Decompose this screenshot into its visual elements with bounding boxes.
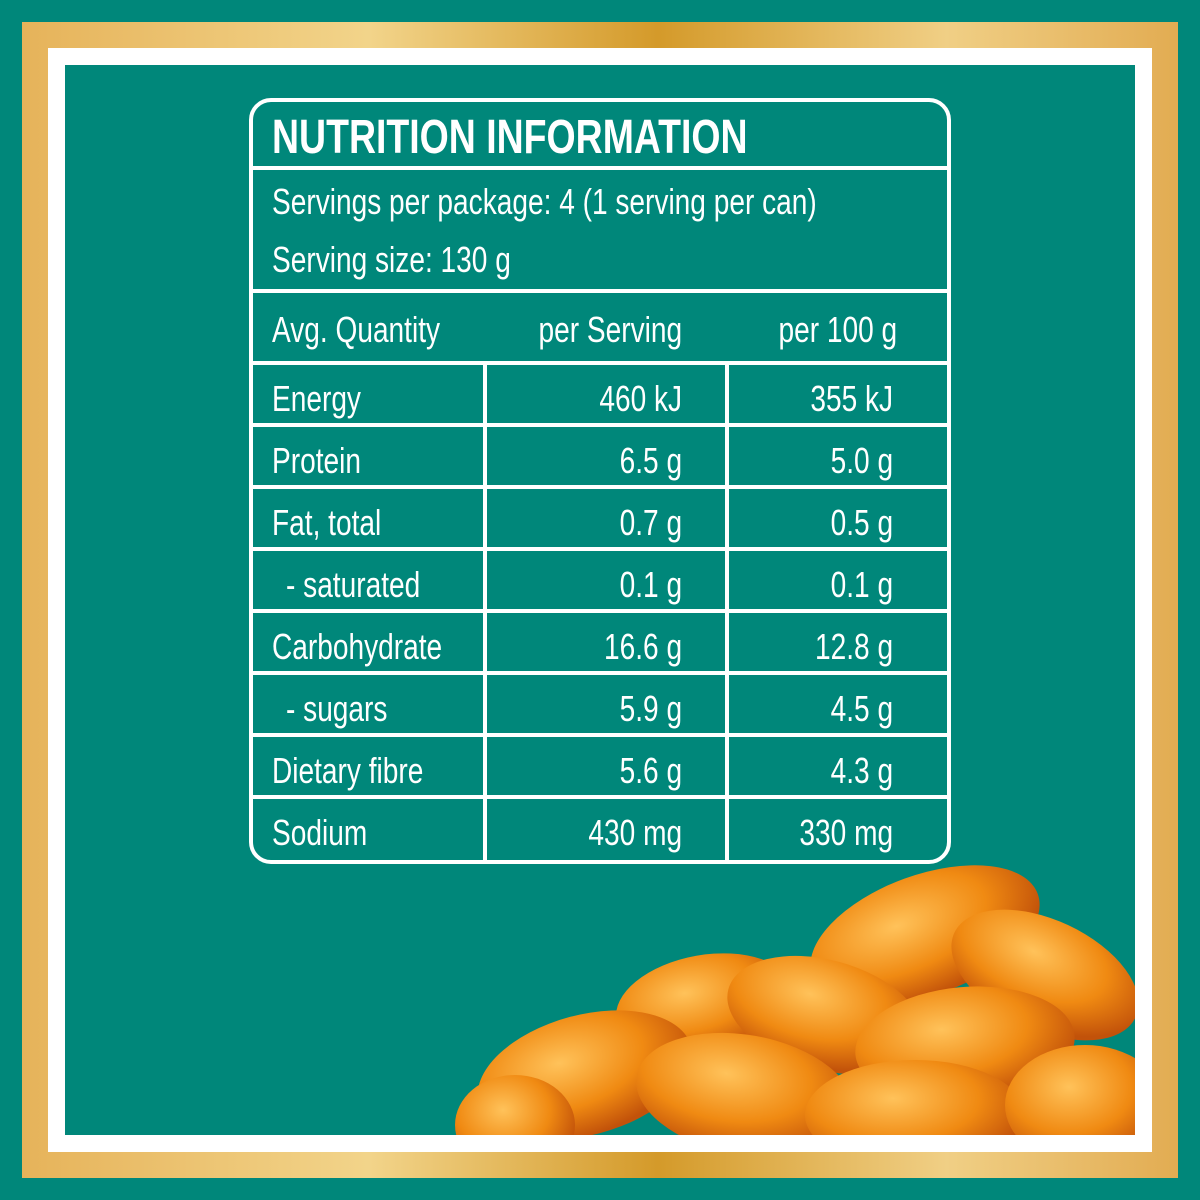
row-label: - saturated (286, 564, 421, 605)
row-value: 355 kJ (810, 378, 893, 419)
row-value: 0.1 g (830, 564, 893, 605)
row-rule (251, 795, 949, 799)
row-value: 0.1 g (619, 564, 682, 605)
row-value: 16.6 g (603, 626, 682, 667)
row-rule (251, 671, 949, 675)
row-value: 330 mg (799, 812, 893, 853)
column-header: per Serving (538, 309, 682, 350)
row-label: Dietary fibre (272, 750, 424, 791)
row-value: 4.5 g (830, 688, 893, 729)
rule (251, 361, 949, 365)
row-rule (251, 609, 949, 613)
row-label: Carbohydrate (272, 626, 443, 667)
row-value: 430 mg (588, 812, 682, 853)
bean-group (455, 865, 1135, 1135)
row-label: Sodium (272, 812, 368, 853)
column-header: Avg. Quantity (272, 309, 441, 350)
row-value: 12.8 g (814, 626, 893, 667)
serving-size: Serving size: 130 g (272, 239, 511, 280)
beans (455, 865, 1135, 1135)
row-value: 0.5 g (830, 502, 893, 543)
row-value: 460 kJ (599, 378, 682, 419)
row-value: 6.5 g (619, 440, 682, 481)
title: NUTRITION INFORMATION (272, 111, 748, 164)
row-rule (251, 423, 949, 427)
panel (65, 65, 1135, 1135)
row-value: 0.7 g (619, 502, 682, 543)
row-label: Energy (272, 378, 361, 419)
row-value: 5.0 g (830, 440, 893, 481)
row-value: 4.3 g (830, 750, 893, 791)
rule (251, 289, 949, 293)
row-rule (251, 485, 949, 489)
row-rule (251, 547, 949, 551)
row-label: - sugars (286, 688, 388, 729)
row-rule (251, 733, 949, 737)
row-label: Fat, total (272, 502, 382, 543)
rule (251, 166, 949, 170)
row-label: Protein (272, 440, 361, 481)
row-value: 5.6 g (619, 750, 682, 791)
servings: Servings per package: 4 (1 serving per c… (272, 181, 817, 222)
column-header: per 100 g (778, 309, 897, 350)
nutrition-table (249, 98, 951, 864)
row-value: 5.9 g (619, 688, 682, 729)
